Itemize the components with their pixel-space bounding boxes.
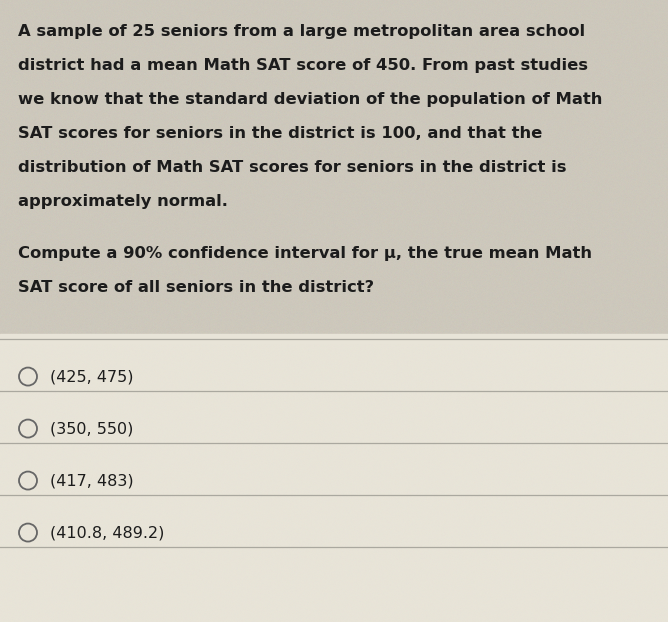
Text: SAT score of all seniors in the district?: SAT score of all seniors in the district… — [18, 280, 374, 295]
Text: (350, 550): (350, 550) — [50, 421, 134, 436]
Text: A sample of 25 seniors from a large metropolitan area school: A sample of 25 seniors from a large metr… — [18, 24, 585, 39]
Text: (410.8, 489.2): (410.8, 489.2) — [50, 525, 164, 540]
Text: approximately normal.: approximately normal. — [18, 194, 228, 209]
Text: distribution of Math SAT scores for seniors in the district is: distribution of Math SAT scores for seni… — [18, 160, 566, 175]
Bar — [0, 334, 668, 622]
Text: SAT scores for seniors in the district is 100, and that the: SAT scores for seniors in the district i… — [18, 126, 542, 141]
Text: (425, 475): (425, 475) — [50, 369, 134, 384]
Text: Compute a 90% confidence interval for μ, the true mean Math: Compute a 90% confidence interval for μ,… — [18, 246, 592, 261]
Text: district had a mean Math SAT score of 450. From past studies: district had a mean Math SAT score of 45… — [18, 58, 588, 73]
Text: (417, 483): (417, 483) — [50, 473, 134, 488]
Text: we know that the standard deviation of the population of Math: we know that the standard deviation of t… — [18, 92, 603, 107]
